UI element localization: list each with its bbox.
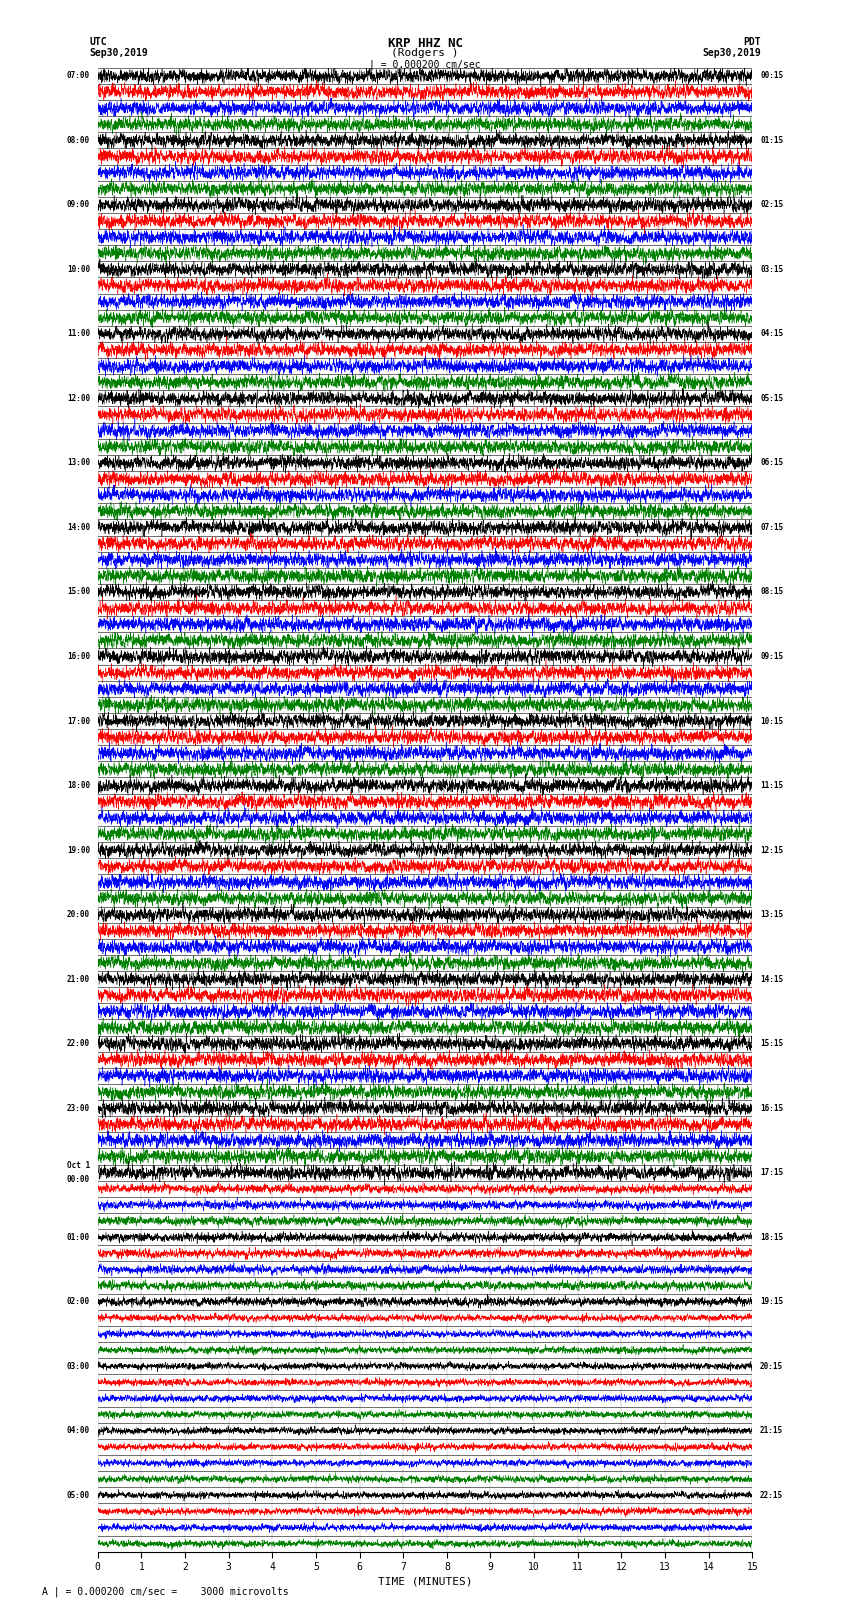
- Text: 15:15: 15:15: [760, 1039, 783, 1048]
- Text: 02:15: 02:15: [760, 200, 783, 210]
- Text: 07:00: 07:00: [67, 71, 90, 81]
- Text: 13:00: 13:00: [67, 458, 90, 468]
- Text: 05:00: 05:00: [67, 1490, 90, 1500]
- Text: 16:00: 16:00: [67, 652, 90, 661]
- Text: 01:00: 01:00: [67, 1232, 90, 1242]
- Text: 11:15: 11:15: [760, 781, 783, 790]
- X-axis label: TIME (MINUTES): TIME (MINUTES): [377, 1576, 473, 1586]
- Text: 17:15: 17:15: [760, 1168, 783, 1177]
- Text: 10:15: 10:15: [760, 716, 783, 726]
- Text: 09:15: 09:15: [760, 652, 783, 661]
- Text: 13:15: 13:15: [760, 910, 783, 919]
- Text: 02:00: 02:00: [67, 1297, 90, 1307]
- Text: Oct 1: Oct 1: [67, 1161, 90, 1171]
- Text: 07:15: 07:15: [760, 523, 783, 532]
- Text: 12:15: 12:15: [760, 845, 783, 855]
- Text: UTC: UTC: [89, 37, 107, 47]
- Text: 08:15: 08:15: [760, 587, 783, 597]
- Text: 21:00: 21:00: [67, 974, 90, 984]
- Text: 20:15: 20:15: [760, 1361, 783, 1371]
- Text: 03:00: 03:00: [67, 1361, 90, 1371]
- Text: 08:00: 08:00: [67, 135, 90, 145]
- Text: Sep30,2019: Sep30,2019: [702, 48, 761, 58]
- Text: 14:15: 14:15: [760, 974, 783, 984]
- Text: 00:15: 00:15: [760, 71, 783, 81]
- Text: 19:00: 19:00: [67, 845, 90, 855]
- Text: 01:15: 01:15: [760, 135, 783, 145]
- Text: | = 0.000200 cm/sec: | = 0.000200 cm/sec: [369, 60, 481, 71]
- Text: 12:00: 12:00: [67, 394, 90, 403]
- Text: 19:15: 19:15: [760, 1297, 783, 1307]
- Text: A | = 0.000200 cm/sec =    3000 microvolts: A | = 0.000200 cm/sec = 3000 microvolts: [42, 1586, 289, 1597]
- Text: PDT: PDT: [743, 37, 761, 47]
- Text: 11:00: 11:00: [67, 329, 90, 339]
- Text: Sep30,2019: Sep30,2019: [89, 48, 148, 58]
- Text: 22:00: 22:00: [67, 1039, 90, 1048]
- Text: 09:00: 09:00: [67, 200, 90, 210]
- Text: 05:15: 05:15: [760, 394, 783, 403]
- Text: 15:00: 15:00: [67, 587, 90, 597]
- Text: 18:15: 18:15: [760, 1232, 783, 1242]
- Text: 18:00: 18:00: [67, 781, 90, 790]
- Text: 17:00: 17:00: [67, 716, 90, 726]
- Text: 14:00: 14:00: [67, 523, 90, 532]
- Text: (Rodgers ): (Rodgers ): [391, 48, 459, 58]
- Text: 21:15: 21:15: [760, 1426, 783, 1436]
- Text: 06:15: 06:15: [760, 458, 783, 468]
- Text: 04:15: 04:15: [760, 329, 783, 339]
- Text: 04:00: 04:00: [67, 1426, 90, 1436]
- Text: 03:15: 03:15: [760, 265, 783, 274]
- Text: KRP HHZ NC: KRP HHZ NC: [388, 37, 462, 50]
- Text: 10:00: 10:00: [67, 265, 90, 274]
- Text: 00:00: 00:00: [67, 1174, 90, 1184]
- Text: 23:00: 23:00: [67, 1103, 90, 1113]
- Text: 16:15: 16:15: [760, 1103, 783, 1113]
- Text: 20:00: 20:00: [67, 910, 90, 919]
- Text: 22:15: 22:15: [760, 1490, 783, 1500]
